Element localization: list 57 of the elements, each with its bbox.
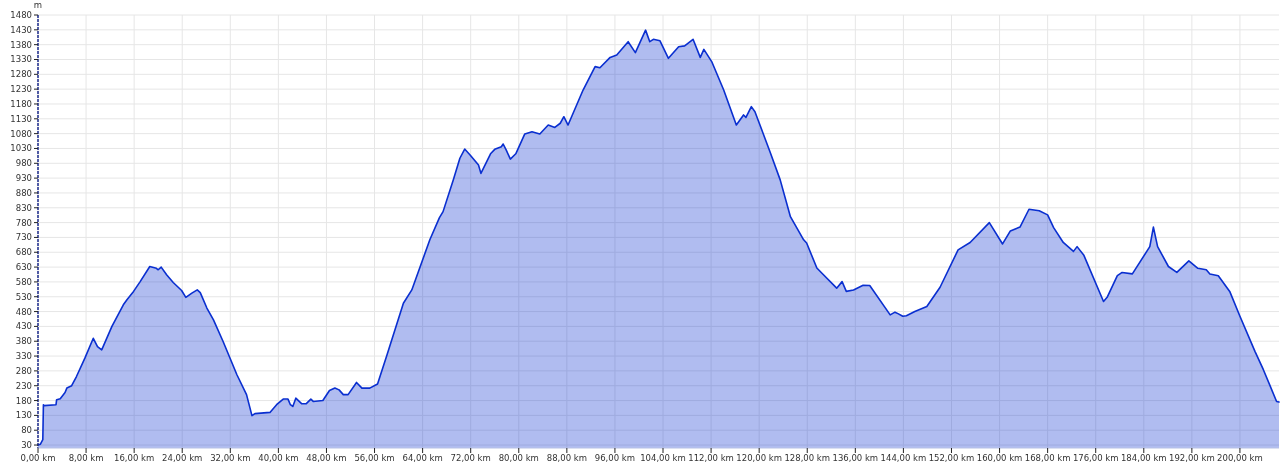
- y-tick-label: 580: [15, 276, 32, 287]
- y-tick-label: 730: [15, 232, 32, 243]
- y-tick-label: 930: [15, 173, 32, 184]
- y-tick-label: 1180: [10, 98, 32, 109]
- y-tick-label: 130: [15, 410, 32, 421]
- x-tick-label: 40,00 km: [258, 453, 299, 463]
- x-tick-label: 16,00 km: [114, 453, 155, 463]
- x-tick-label: 48,00 km: [306, 453, 347, 463]
- y-tick-label: 480: [15, 306, 32, 317]
- x-tick-label: 160,00 km: [976, 453, 1023, 463]
- y-tick-label: 1230: [10, 84, 32, 95]
- x-tick-label: 112,00 km: [688, 453, 734, 463]
- x-tick-label: 176,00 km: [1072, 453, 1119, 463]
- x-tick-label: 168,00 km: [1024, 453, 1071, 463]
- x-tick-label: 192,00 km: [1169, 453, 1215, 463]
- y-tick-label: 1280: [10, 69, 32, 80]
- y-tick-label: 680: [15, 247, 32, 258]
- y-tick-label: 630: [15, 262, 32, 273]
- y-tick-label: 230: [15, 380, 32, 391]
- y-tick-label: 1330: [10, 54, 32, 65]
- y-tick-label: 330: [15, 351, 32, 362]
- x-tick-label: 0,00 km: [20, 453, 56, 463]
- x-tick-label: 72,00 km: [450, 453, 491, 463]
- y-tick-label: 780: [15, 217, 32, 228]
- x-tick-label: 184,00 km: [1120, 453, 1167, 463]
- x-tick-label: 24,00 km: [162, 453, 203, 463]
- x-tick-label: 80,00 km: [498, 453, 539, 463]
- x-tick-label: 104,00 km: [640, 453, 686, 463]
- y-tick-label: 1080: [10, 128, 32, 139]
- y-tick-label: 880: [15, 187, 32, 198]
- x-tick-label: 200,00 km: [1217, 453, 1263, 463]
- x-tick-label: 120,00 km: [736, 453, 782, 463]
- y-axis-title: m: [33, 0, 43, 10]
- y-tick-label: 430: [15, 321, 32, 332]
- x-tick-label: 136,00 km: [832, 453, 879, 463]
- x-tick-label: 96,00 km: [594, 453, 636, 463]
- y-tick-label: 1030: [10, 143, 32, 154]
- x-tick-label: 144,00 km: [880, 453, 927, 463]
- y-tick-label: 280: [15, 365, 32, 376]
- x-tick-label: 128,00 km: [784, 453, 831, 463]
- y-tick-label: 530: [15, 291, 32, 302]
- y-tick-label: 1430: [10, 24, 32, 35]
- y-tick-label: 1130: [10, 113, 32, 124]
- y-tick-label: 30: [21, 440, 32, 451]
- x-tick-label: 8,00 km: [68, 453, 104, 463]
- y-tick-label: 180: [15, 395, 32, 406]
- x-tick-label: 56,00 km: [354, 453, 395, 463]
- x-tick-label: 32,00 km: [210, 453, 251, 463]
- y-tick-label: 1380: [10, 39, 32, 50]
- y-tick-label: 980: [15, 158, 32, 169]
- x-tick-label: 88,00 km: [546, 453, 587, 463]
- y-tick-label: 830: [15, 202, 32, 213]
- y-tick-label: 80: [21, 425, 32, 436]
- y-tick-label: 1480: [10, 9, 32, 20]
- x-tick-label: 64,00 km: [402, 453, 443, 463]
- x-tick-label: 152,00 km: [928, 453, 975, 463]
- y-tick-label: 380: [15, 336, 32, 347]
